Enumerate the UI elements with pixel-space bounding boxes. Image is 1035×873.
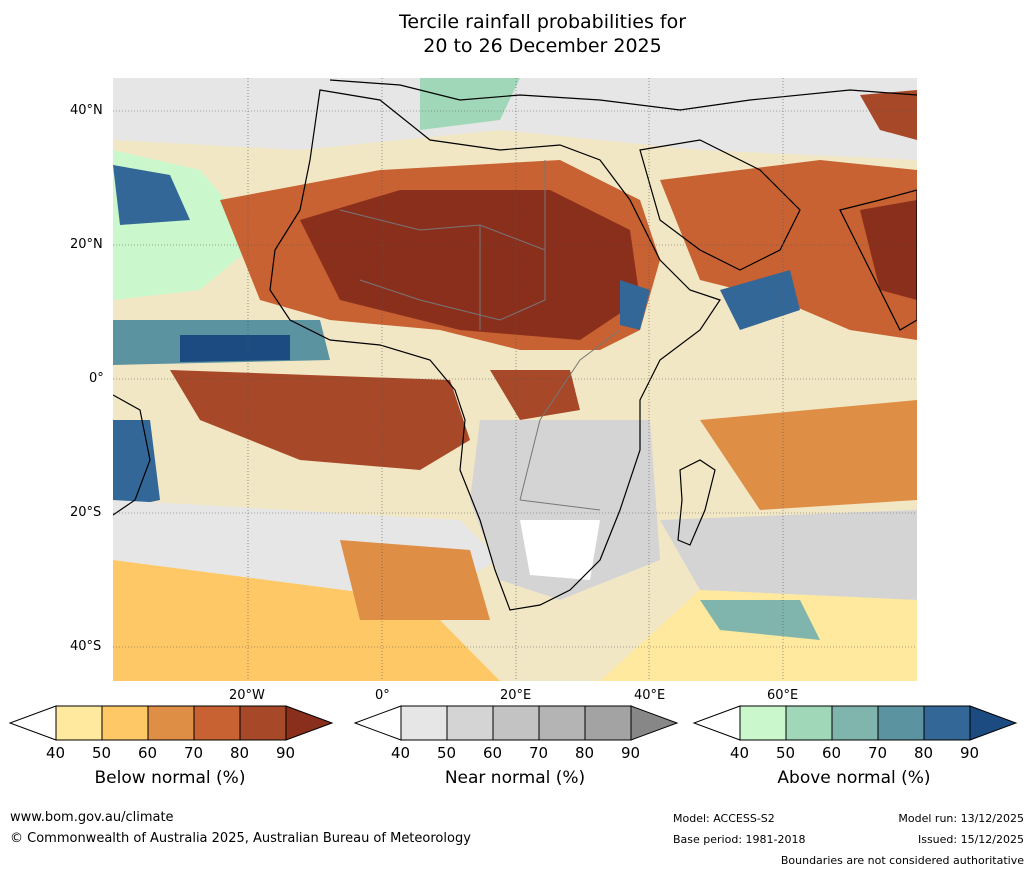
region-southern-africa-near <box>470 420 660 600</box>
above-tick-60: 60 <box>822 744 842 762</box>
below-tick-90: 90 <box>276 744 296 762</box>
above-tick-50: 50 <box>776 744 796 762</box>
region-congo-below <box>490 370 580 420</box>
region-west-atlantic-blue <box>113 420 160 510</box>
below-tick-50: 50 <box>92 744 112 762</box>
above-tick-90: 90 <box>960 744 980 762</box>
issued-date: Issued: 15/12/2025 <box>917 833 1024 846</box>
region-gulf-guinea-strong <box>180 335 290 362</box>
region-south-atlantic-moderate <box>340 540 490 620</box>
below-tick-40: 40 <box>46 744 66 762</box>
africa-outline <box>269 89 721 611</box>
near-tick-90: 90 <box>621 744 641 762</box>
below-normal-label: Below normal (%) <box>94 768 246 788</box>
model-name: Model: ACCESS-S2 <box>673 812 775 825</box>
above-tick-80: 80 <box>914 744 934 762</box>
below-tick-60: 60 <box>138 744 158 762</box>
region-horn-above <box>620 280 650 330</box>
region-south-atlantic-below <box>170 370 470 470</box>
website-link[interactable]: www.bom.gov.au/climate <box>10 810 174 825</box>
near-tick-50: 50 <box>437 744 457 762</box>
map-canvas <box>113 78 917 681</box>
region-southern-ocean-below <box>113 560 500 681</box>
gridlines <box>113 78 917 681</box>
near-tick-40: 40 <box>391 744 411 762</box>
region-south-indian-above <box>700 600 820 640</box>
region-north-near <box>113 78 917 160</box>
lat-label-40s: 40°S <box>70 639 102 654</box>
lat-label-20n: 20°N <box>70 237 103 252</box>
copyright: © Commonwealth of Australia 2025, Austra… <box>10 831 471 846</box>
region-central-asia-below <box>860 90 917 140</box>
region-southern-africa-normal <box>520 520 600 580</box>
above-normal-label: Above normal (%) <box>777 768 931 788</box>
lat-label-0: 0° <box>89 371 104 386</box>
region-sahara-strong-below <box>300 190 640 340</box>
near-tick-60: 60 <box>483 744 503 762</box>
country-borders <box>339 160 621 511</box>
boundaries-disclaimer: Boundaries are not considered authoritat… <box>780 854 1024 867</box>
base-period: Base period: 1981-2018 <box>673 833 806 846</box>
below-tick-70: 70 <box>184 744 204 762</box>
region-south-indian-weak-below <box>600 590 917 681</box>
lon-label-20w: 20°W <box>229 688 265 703</box>
lon-label-60e: 60°E <box>767 688 799 703</box>
below-tick-80: 80 <box>230 744 250 762</box>
arabia-outline <box>639 139 801 271</box>
south-america-outline <box>113 394 151 516</box>
title-line-2: 20 to 26 December 2025 <box>423 35 662 57</box>
region-arabian-sea-above <box>720 270 800 330</box>
above-tick-70: 70 <box>868 744 888 762</box>
region-arabia-india-below <box>660 160 917 340</box>
region-atlantic-blue <box>113 165 190 225</box>
lat-label-20s: 20°S <box>70 505 102 520</box>
region-south-indian-near <box>660 510 917 600</box>
model-run: Model run: 13/12/2025 <box>898 812 1024 825</box>
region-mediterranean-above <box>420 78 520 130</box>
europe-coast-outline <box>329 79 917 111</box>
above-tick-40: 40 <box>730 744 750 762</box>
near-normal-label: Near normal (%) <box>444 768 586 788</box>
near-tick-80: 80 <box>575 744 595 762</box>
region-indian-ocean-below <box>700 400 917 510</box>
chart-title: Tercile rainfall probabilities for 20 to… <box>0 10 1035 58</box>
lon-label-0: 0° <box>375 688 390 703</box>
lon-label-20e: 20°E <box>500 688 532 703</box>
colorbar-above <box>692 705 1018 741</box>
colorbar-below <box>8 705 334 741</box>
madagascar-outline <box>677 459 716 546</box>
title-line-1: Tercile rainfall probabilities for <box>398 11 687 33</box>
near-tick-70: 70 <box>529 744 549 762</box>
india-outline <box>839 189 917 331</box>
region-india-strong-below <box>860 200 917 300</box>
lat-label-40n: 40°N <box>70 103 103 118</box>
lon-label-40e: 40°E <box>634 688 666 703</box>
colorbar-near <box>353 705 679 741</box>
